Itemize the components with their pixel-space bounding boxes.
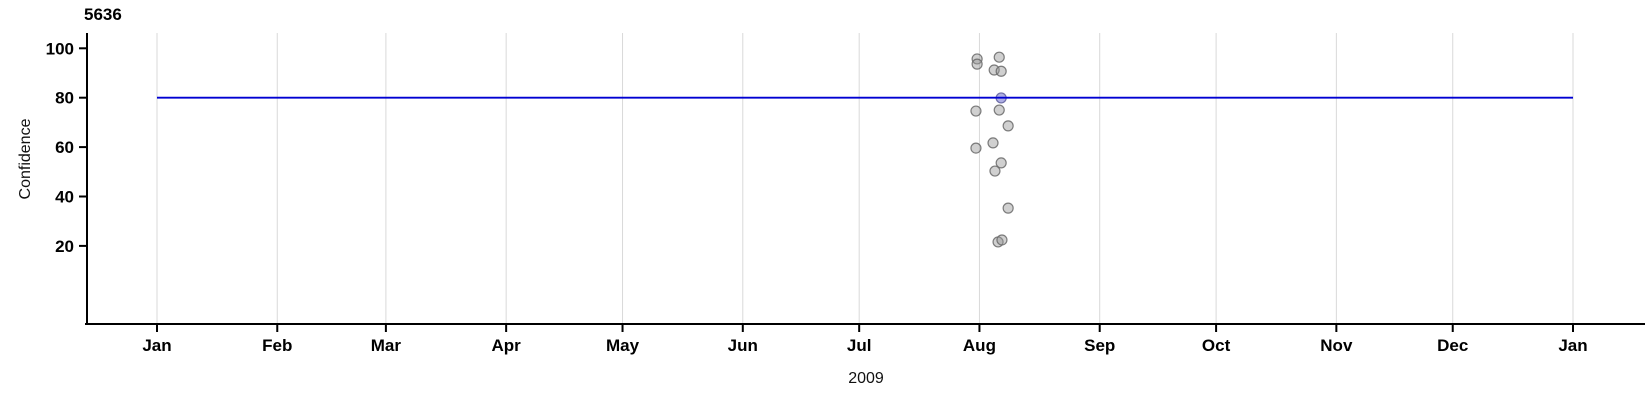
y-axis-title: Confidence <box>17 118 34 200</box>
x-tick-label: Mar <box>371 336 402 355</box>
x-tick-label: May <box>606 336 640 355</box>
data-point <box>989 165 1001 177</box>
y-tick-label: 80 <box>55 89 74 108</box>
x-tick-label: Feb <box>262 336 292 355</box>
y-tick-label: 40 <box>55 188 74 207</box>
x-tick-label: Sep <box>1084 336 1115 355</box>
x-tick-label: Jan <box>142 336 171 355</box>
x-tick-label: Jul <box>847 336 872 355</box>
data-point <box>995 65 1007 77</box>
data-point <box>970 105 982 117</box>
data-point <box>993 104 1005 116</box>
y-tick-label: 100 <box>46 39 74 58</box>
data-point <box>970 142 982 154</box>
data-point <box>971 58 983 70</box>
data-point <box>993 51 1005 63</box>
data-point <box>995 157 1007 169</box>
chart-title: 5636 <box>84 5 122 24</box>
x-tick-label: Nov <box>1320 336 1353 355</box>
data-point <box>996 234 1008 246</box>
data-point <box>1002 202 1014 214</box>
x-tick-label: Dec <box>1437 336 1468 355</box>
x-tick-label: Oct <box>1202 336 1231 355</box>
x-tick-label: Jan <box>1558 336 1587 355</box>
y-tick-label: 60 <box>55 138 74 157</box>
y-tick-label: 20 <box>55 237 74 256</box>
data-point <box>987 137 999 149</box>
data-point <box>1002 120 1014 132</box>
x-tick-label: Apr <box>492 336 522 355</box>
x-tick-label: Jun <box>728 336 758 355</box>
x-axis-title: 2009 <box>848 370 884 387</box>
x-tick-label: Aug <box>963 336 996 355</box>
